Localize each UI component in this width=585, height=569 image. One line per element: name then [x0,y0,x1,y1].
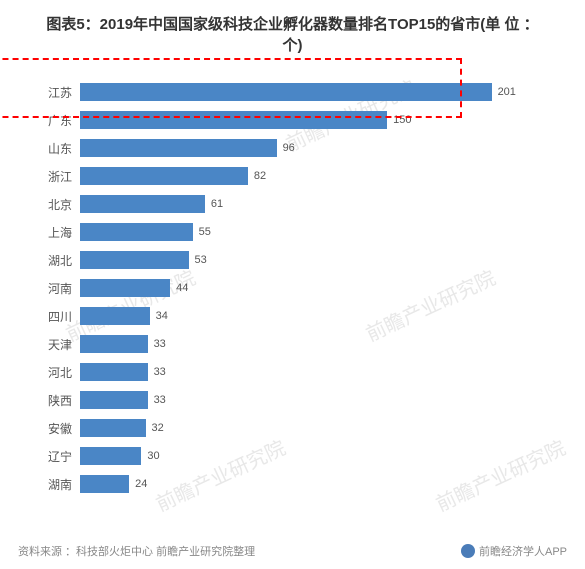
bar-row: 广东150 [80,106,555,134]
bar [80,167,248,185]
bar-label: 江苏 [30,84,72,101]
bar [80,447,141,465]
bar-row: 江苏201 [80,78,555,106]
bar [80,475,129,493]
bar-value: 32 [152,422,164,434]
bar [80,307,150,325]
bar-label: 安徽 [30,420,72,437]
bar-row: 湖南24 [80,470,555,498]
bar-value: 53 [195,254,207,266]
attribution: 前瞻经济学人APP [461,543,567,559]
bar-label: 广东 [30,112,72,129]
bar-row: 安徽32 [80,414,555,442]
bar-value: 150 [393,114,411,126]
bar-label: 浙江 [30,168,72,185]
bar-value: 24 [135,478,147,490]
bar-label: 河南 [30,280,72,297]
bar-row: 河北33 [80,358,555,386]
bar-value: 61 [211,198,223,210]
bar-label: 上海 [30,224,72,241]
bar-label: 陕西 [30,392,72,409]
bar [80,419,146,437]
bar-row: 河南44 [80,274,555,302]
bar-value: 44 [176,282,188,294]
bar [80,335,148,353]
bar-row: 天津33 [80,330,555,358]
bar-label: 北京 [30,196,72,213]
bar [80,363,148,381]
chart-container: 江苏201广东150山东96浙江82北京61上海55湖北53河南44四川34天津… [0,58,585,508]
bar [80,111,387,129]
bar-row: 浙江82 [80,162,555,190]
bar-label: 湖南 [30,476,72,493]
bar-row: 四川34 [80,302,555,330]
bar-label: 河北 [30,364,72,381]
bar [80,223,193,241]
bar-value: 33 [154,394,166,406]
bar-row: 上海55 [80,218,555,246]
bar-label: 山东 [30,140,72,157]
chart-title: 图表5：2019年中国国家级科技企业孵化器数量排名TOP15的省市(单 位 ：个… [0,0,585,58]
bar [80,279,170,297]
bar-value: 30 [147,450,159,462]
bar [80,195,205,213]
attribution-text: 前瞻经济学人APP [479,543,567,559]
bar [80,139,277,157]
bar-label: 天津 [30,336,72,353]
bar-row: 湖北53 [80,246,555,274]
bar-value: 96 [283,142,295,154]
bar [80,251,189,269]
bar-label: 四川 [30,308,72,325]
source-text: 资料来源 ：科技部火炬中心 前瞻产业研究院整理 [18,543,255,559]
bar-value: 55 [199,226,211,238]
bar-row: 山东96 [80,134,555,162]
bar-row: 辽宁30 [80,442,555,470]
bar [80,391,148,409]
bar-value: 201 [498,86,516,98]
logo-icon [461,544,475,558]
bar-value: 33 [154,338,166,350]
footer: 资料来源 ：科技部火炬中心 前瞻产业研究院整理 前瞻经济学人APP [0,543,585,559]
bar-value: 34 [156,310,168,322]
bar-value: 82 [254,170,266,182]
bar-value: 33 [154,366,166,378]
bar-row: 北京61 [80,190,555,218]
bar-row: 陕西33 [80,386,555,414]
bar-label: 辽宁 [30,448,72,465]
bar-label: 湖北 [30,252,72,269]
bar [80,83,492,101]
